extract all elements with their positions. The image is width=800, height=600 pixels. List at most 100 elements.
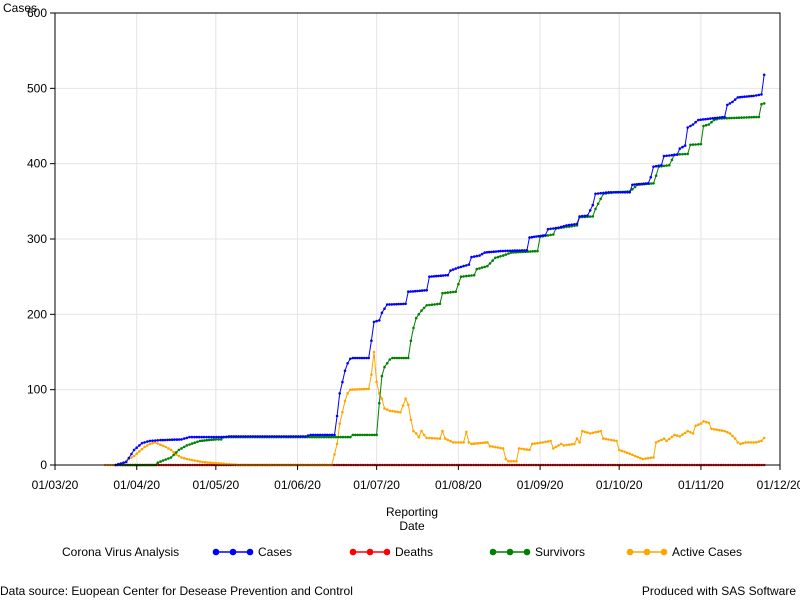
data-point [488, 262, 492, 265]
y-axis: 0 100 200 300 400 500 600 [27, 6, 55, 472]
data-point [172, 450, 175, 454]
data-point [280, 435, 283, 438]
data-point [153, 441, 157, 444]
data-point [741, 441, 745, 445]
legend-marker [349, 548, 357, 556]
data-point [736, 96, 740, 99]
data-point [339, 435, 343, 439]
data-point [702, 420, 705, 423]
data-point [718, 428, 721, 432]
data-point [517, 447, 521, 450]
data-point [723, 429, 726, 433]
data-point [190, 442, 194, 445]
data-point [130, 456, 133, 459]
data-point [465, 264, 468, 267]
data-point [362, 356, 366, 360]
data-point [583, 214, 587, 218]
data-point [132, 448, 136, 452]
data-point [375, 433, 378, 437]
data-point [443, 437, 447, 440]
data-point [227, 435, 231, 438]
data-point [480, 266, 484, 269]
x-axis-title-line2: Date [399, 519, 425, 533]
data-point [380, 397, 384, 401]
data-point [485, 251, 489, 254]
data-point [633, 454, 637, 458]
data-point [360, 356, 364, 360]
data-point [318, 433, 322, 437]
data-point [757, 440, 761, 443]
data-point [289, 435, 293, 438]
data-point [232, 435, 236, 438]
data-point [532, 235, 536, 239]
data-point [628, 191, 631, 194]
data-point [752, 115, 756, 119]
y-tick-label: 200 [27, 307, 47, 321]
grid-lines [55, 12, 781, 465]
data-point [358, 433, 362, 437]
data-point [397, 302, 401, 306]
data-point [591, 215, 595, 218]
data-point [412, 326, 415, 330]
data-point [146, 440, 149, 443]
data-point [699, 142, 703, 146]
data-point [404, 356, 408, 360]
data-point [654, 164, 658, 168]
data-point [689, 124, 692, 128]
data-point [465, 274, 468, 278]
data-point [644, 457, 647, 460]
legend-marker [246, 548, 254, 556]
data-point [755, 115, 758, 119]
data-point [467, 441, 471, 444]
data-point [565, 443, 568, 447]
data-point [477, 442, 480, 445]
data-point [185, 444, 189, 447]
data-point [329, 435, 333, 439]
data-point [196, 440, 199, 444]
data-point [706, 117, 710, 121]
data-point [130, 452, 133, 456]
data-point [594, 430, 597, 434]
data-point [309, 433, 313, 437]
legend-title: Corona Virus Analysis [62, 545, 179, 559]
data-point [220, 435, 223, 439]
data-point [167, 447, 170, 450]
data-point [662, 437, 666, 440]
data-point [623, 191, 627, 194]
data-point [454, 290, 458, 294]
data-point [720, 115, 724, 119]
data-point [467, 263, 471, 266]
data-point [304, 435, 307, 438]
data-point [710, 427, 713, 431]
data-point [362, 387, 366, 391]
data-point [391, 409, 394, 413]
data-point [626, 191, 629, 194]
data-point [358, 388, 361, 391]
data-point [594, 192, 597, 196]
data-point [513, 249, 517, 252]
data-point [586, 214, 589, 217]
data-point [380, 311, 384, 315]
data-point [523, 249, 526, 252]
data-point [446, 291, 450, 294]
data-point [559, 442, 563, 446]
data-point [533, 249, 537, 253]
data-point [760, 93, 763, 96]
data-point [499, 446, 502, 450]
data-point [681, 145, 684, 149]
data-point [346, 362, 349, 365]
data-point [393, 356, 397, 360]
data-point [422, 306, 426, 310]
data-point [392, 303, 396, 306]
data-point [738, 95, 742, 99]
data-point [430, 303, 434, 307]
data-point [483, 441, 487, 444]
data-point [143, 441, 146, 444]
data-point [546, 227, 550, 231]
data-point [140, 441, 144, 445]
data-point [462, 264, 465, 268]
data-point [413, 289, 417, 293]
data-point [704, 420, 708, 424]
markers-active-cases [103, 350, 766, 467]
data-point [327, 435, 331, 439]
